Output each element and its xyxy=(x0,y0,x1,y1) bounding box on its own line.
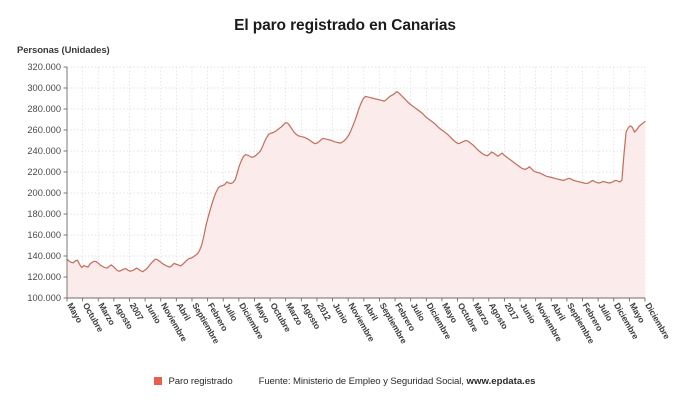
source-note: Fuente: Ministerio de Empleo y Seguridad… xyxy=(258,375,464,387)
y-tick-label: 320.000 xyxy=(27,62,61,72)
source-note-group: Fuente: Ministerio de Empleo y Seguridad… xyxy=(259,376,536,387)
y-tick-labels: 100.000 120.000 140.000 160.000 180.000 200.0… xyxy=(27,62,67,303)
y-tick-label: 240.000 xyxy=(27,146,61,156)
series-layer xyxy=(66,91,646,299)
y-tick-label: 120.000 xyxy=(27,272,61,282)
y-tick-label: 160.000 xyxy=(27,230,61,240)
legend-item-paro-registrado[interactable]: Paro registrado xyxy=(154,375,233,387)
axis-layer xyxy=(66,67,645,299)
y-tick-label: 260.000 xyxy=(27,125,61,135)
y-axis-caption: Personas (Unidades) xyxy=(17,45,110,56)
page-title: El paro registrado en Canarias xyxy=(234,17,456,34)
y-tick-label: 300.000 xyxy=(27,83,61,93)
paro-registrado-area xyxy=(67,91,645,299)
y-tick-label: 200.000 xyxy=(27,188,61,198)
legend-color-swatch xyxy=(154,377,163,385)
paro-registrado-line xyxy=(66,91,646,273)
chart-footer: Paro registrado Fuente: Ministerio de Em… xyxy=(0,370,690,392)
x-tick-label: Diciembre xyxy=(643,301,672,341)
x-tick-labels: MayoOctubreMarzoAgosto2007JunioNoviembre… xyxy=(65,298,672,346)
y-tick-label: 140.000 xyxy=(27,251,61,261)
y-tick-label: 180.000 xyxy=(27,209,61,219)
y-tick-label: 280.000 xyxy=(27,104,61,114)
y-tick-label: 100.000 xyxy=(27,293,61,303)
y-tick-label: 220.000 xyxy=(27,167,61,177)
source-website-link[interactable]: www.epdata.es xyxy=(466,375,536,387)
legend-label: Paro registrado xyxy=(168,375,233,387)
